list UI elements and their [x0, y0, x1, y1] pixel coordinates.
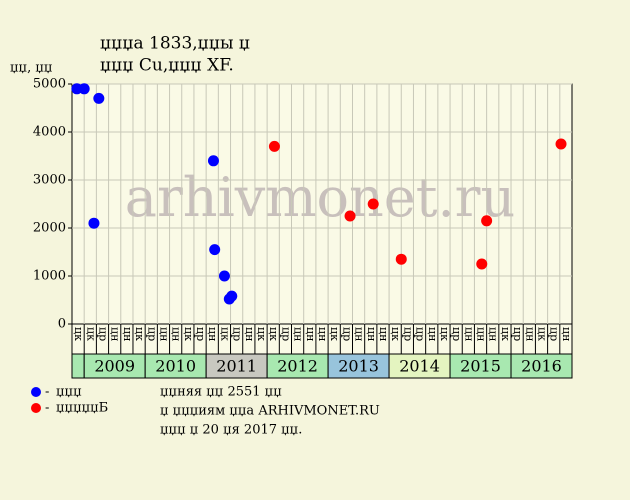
- column-label: цн: [157, 327, 170, 341]
- column-label: цн: [243, 327, 256, 341]
- column-label: цр: [548, 327, 561, 341]
- y-tick-label: 1000: [33, 269, 66, 284]
- year-cell: [83, 353, 146, 379]
- y-axis-label: џџ, џџ: [10, 61, 53, 76]
- column-label: цн: [462, 327, 475, 341]
- column-label: цн: [170, 327, 183, 341]
- column-label: цк: [218, 327, 231, 341]
- point: [555, 138, 567, 150]
- column-label: цн: [377, 327, 390, 341]
- point: [268, 140, 280, 152]
- point: [88, 217, 100, 229]
- year-label: 2010: [155, 357, 196, 376]
- year-label: 2011: [216, 357, 257, 376]
- year-lead: [71, 353, 85, 379]
- year-label: 2013: [338, 357, 379, 376]
- column-label: цр: [231, 327, 244, 341]
- legend-marker: [31, 387, 41, 397]
- column-label: цр: [511, 327, 524, 341]
- year-label: 2009: [94, 357, 135, 376]
- year-label: 2016: [521, 357, 562, 376]
- column-label: цн: [353, 327, 366, 341]
- column-label: цн: [206, 327, 219, 341]
- column-label: цр: [401, 327, 414, 341]
- legend-dash: -: [45, 385, 49, 400]
- column-label: цн: [426, 327, 439, 341]
- year-cell: [205, 353, 268, 379]
- column-label: цр: [96, 327, 109, 341]
- point: [476, 258, 488, 270]
- watermark: arhivmonet.ru: [125, 166, 515, 229]
- column-label: цк: [267, 327, 280, 341]
- year-cell: [266, 353, 329, 379]
- column-label: цн: [292, 327, 305, 341]
- note: џџџ џ 20 џя 2017 џџ.: [160, 423, 302, 438]
- column-label: цк: [536, 327, 549, 341]
- column-label: цн: [560, 327, 573, 341]
- column-label: цр: [279, 327, 292, 341]
- column-label: цн: [523, 327, 536, 341]
- legend-marker: [31, 403, 41, 413]
- column-label: цр: [340, 327, 353, 341]
- note: џ џџџиям џџа ARHIVMONET.RU: [160, 404, 380, 419]
- point: [207, 155, 219, 167]
- y-tick-label: 5000: [33, 77, 66, 92]
- column-label: цр: [414, 327, 427, 341]
- legend-dash: -: [45, 401, 49, 416]
- column-label: цк: [182, 327, 195, 341]
- column-label: цр: [450, 327, 463, 341]
- column-label: цк: [389, 327, 402, 341]
- year-label: 2015: [460, 357, 501, 376]
- column-label: цр: [194, 327, 207, 341]
- point: [481, 215, 493, 227]
- column-label: цк: [133, 327, 146, 341]
- legend-label: џџџ: [56, 385, 82, 400]
- column-label: цк: [255, 327, 268, 341]
- year-cell: [510, 353, 573, 379]
- year-label: 2014: [399, 357, 440, 376]
- column-label: цк: [438, 327, 451, 341]
- column-strip: [71, 323, 573, 355]
- legend-label: џџџџџБ: [56, 401, 108, 416]
- chart-title: џџџа 1833,џџы џ: [100, 34, 250, 54]
- column-label: цк: [499, 327, 512, 341]
- point: [367, 198, 379, 210]
- column-label: цн: [487, 327, 500, 341]
- point: [78, 83, 90, 95]
- column-label: цн: [475, 327, 488, 341]
- column-label: цн: [304, 327, 317, 341]
- column-label: цн: [316, 327, 329, 341]
- point: [344, 210, 356, 222]
- column-label: цн: [109, 327, 122, 341]
- chart-subtitle: џџџ Cu,џџџ XF.: [100, 56, 234, 76]
- plot-area: [71, 83, 573, 325]
- y-tick-label: 2000: [33, 221, 66, 236]
- y-tick-label: 4000: [33, 125, 66, 140]
- point: [218, 270, 230, 282]
- column-label: цк: [84, 327, 97, 341]
- point: [209, 244, 221, 256]
- y-tick-label: 0: [58, 317, 66, 332]
- column-label: цн: [121, 327, 134, 341]
- year-label: 2012: [277, 357, 318, 376]
- column-label: цр: [145, 327, 158, 341]
- point: [395, 253, 407, 265]
- column-label: цн: [365, 327, 378, 341]
- column-label: цк: [72, 327, 85, 341]
- year-cell: [449, 353, 512, 379]
- note: џџняя џџ 2551 џџ: [160, 385, 282, 400]
- point: [226, 290, 238, 302]
- point: [93, 92, 105, 104]
- column-label: цк: [328, 327, 341, 341]
- y-tick-label: 3000: [33, 173, 66, 188]
